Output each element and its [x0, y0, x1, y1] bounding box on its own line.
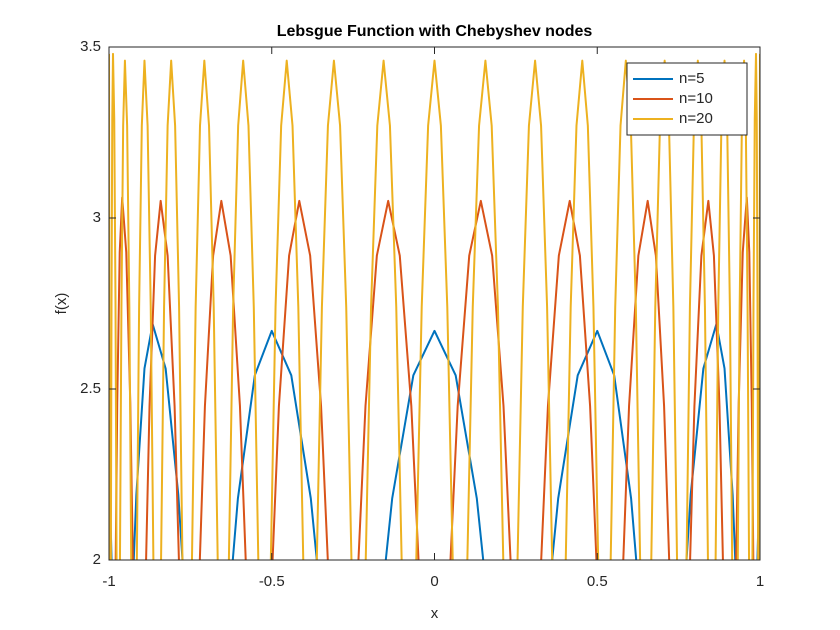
series-line — [109, 323, 760, 560]
x-tick-label: -1 — [102, 573, 115, 590]
series-line — [109, 196, 760, 560]
x-tick-label: 1 — [756, 573, 764, 590]
y-tick-label: 3 — [93, 209, 101, 226]
legend-label: n=20 — [679, 110, 713, 127]
plot-lines — [109, 52, 760, 560]
y-tick-label: 2 — [93, 551, 101, 568]
x-tick-label: -0.5 — [259, 573, 285, 590]
y-tick-label: 3.5 — [80, 38, 101, 55]
x-axis-label: x — [431, 605, 439, 622]
legend-label: n=5 — [679, 70, 704, 87]
series-line — [109, 52, 760, 560]
x-tick-label: 0.5 — [587, 573, 608, 590]
y-tick-label: 2.5 — [80, 380, 101, 397]
chart-title: Lebsgue Function with Chebyshev nodes — [277, 23, 593, 40]
x-tick-label: 0 — [430, 573, 438, 590]
y-axis-label: f(x) — [53, 293, 70, 315]
legend-box — [626, 62, 748, 136]
legend-label: n=10 — [679, 90, 713, 107]
legend: n=5 n=10 n=20 — [626, 62, 748, 136]
